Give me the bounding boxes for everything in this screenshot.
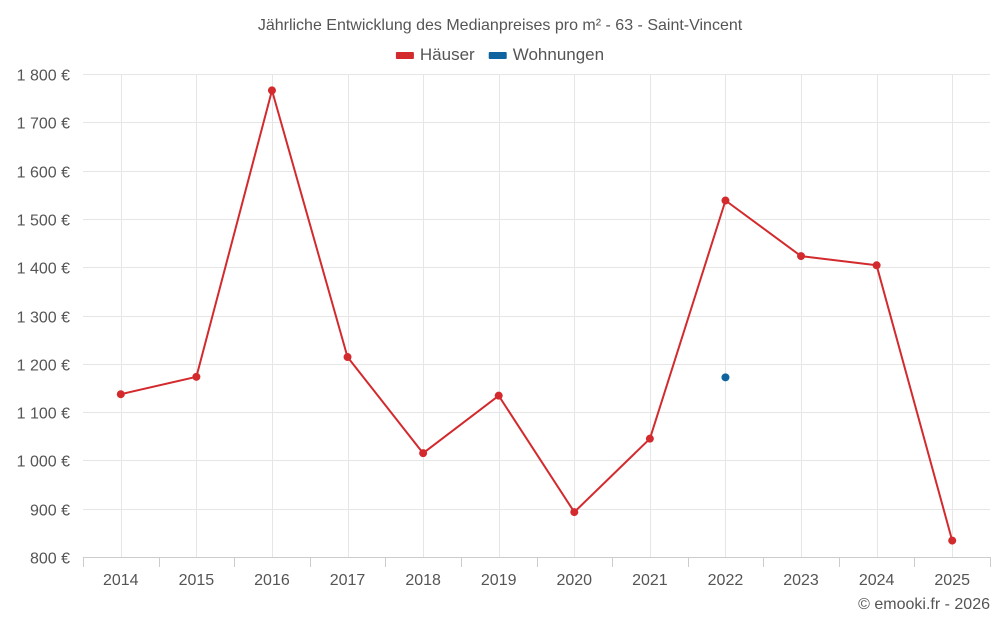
x-tick-label: 2018 xyxy=(405,572,441,589)
y-tick-label: 1 400 € xyxy=(17,261,70,278)
legend-item[interactable]: Wohnungen xyxy=(488,45,604,64)
legend-item[interactable]: Häuser xyxy=(395,45,475,64)
legend[interactable]: Häuser Wohnungen xyxy=(395,45,604,64)
y-tick-label: 1 200 € xyxy=(17,358,70,375)
axes: 800 € 900 € 1 000 € 1 100 € 1 200 € 1 300 € 1 … xyxy=(17,68,991,589)
legend-swatch xyxy=(488,52,507,59)
data-point[interactable] xyxy=(343,353,352,362)
x-tick-label: 2025 xyxy=(934,572,970,589)
grid-lines xyxy=(83,74,990,557)
series-wohnungen xyxy=(721,373,730,382)
series-häuser xyxy=(116,86,957,545)
series xyxy=(116,86,957,545)
y-tick-label: 900 € xyxy=(30,503,70,520)
series-line xyxy=(120,89,954,541)
legend-label: Häuser xyxy=(420,45,475,64)
data-point[interactable] xyxy=(872,261,881,270)
y-tick-label: 1 100 € xyxy=(17,406,70,423)
data-point[interactable] xyxy=(721,196,730,205)
y-tick-label: 1 600 € xyxy=(17,165,70,182)
legend-swatch xyxy=(395,52,414,59)
y-tick-label: 1 000 € xyxy=(17,454,70,471)
y-tick-label: 1 500 € xyxy=(17,213,70,230)
data-point[interactable] xyxy=(721,373,730,382)
x-tick-label: 2023 xyxy=(783,572,819,589)
data-point[interactable] xyxy=(797,252,806,261)
x-tick-label: 2015 xyxy=(179,572,215,589)
y-tick-label: 1 700 € xyxy=(17,116,70,133)
data-point[interactable] xyxy=(192,372,201,381)
data-point[interactable] xyxy=(494,391,503,400)
data-point[interactable] xyxy=(116,390,125,399)
x-tick-label: 2017 xyxy=(330,572,366,589)
x-tick-label: 2016 xyxy=(254,572,290,589)
x-tick-label: 2014 xyxy=(103,572,139,589)
x-tick-label: 2019 xyxy=(481,572,517,589)
data-point[interactable] xyxy=(419,449,428,458)
y-tick-label: 1 800 € xyxy=(17,68,70,85)
legend-label: Wohnungen xyxy=(513,45,604,64)
data-point[interactable] xyxy=(267,86,276,95)
credit-text: © emooki.fr - 2026 xyxy=(858,596,990,613)
data-point[interactable] xyxy=(570,508,579,517)
chart-title: Jährliche Entwicklung des Medianpreises … xyxy=(258,17,743,34)
x-tick-label: 2022 xyxy=(708,572,744,589)
x-tick-label: 2024 xyxy=(859,572,895,589)
data-point[interactable] xyxy=(948,536,957,545)
y-tick-label: 1 300 € xyxy=(17,310,70,327)
data-point[interactable] xyxy=(645,434,654,443)
x-tick-label: 2020 xyxy=(556,572,592,589)
y-tick-label: 800 € xyxy=(30,551,70,568)
x-tick-label: 2021 xyxy=(632,572,668,589)
